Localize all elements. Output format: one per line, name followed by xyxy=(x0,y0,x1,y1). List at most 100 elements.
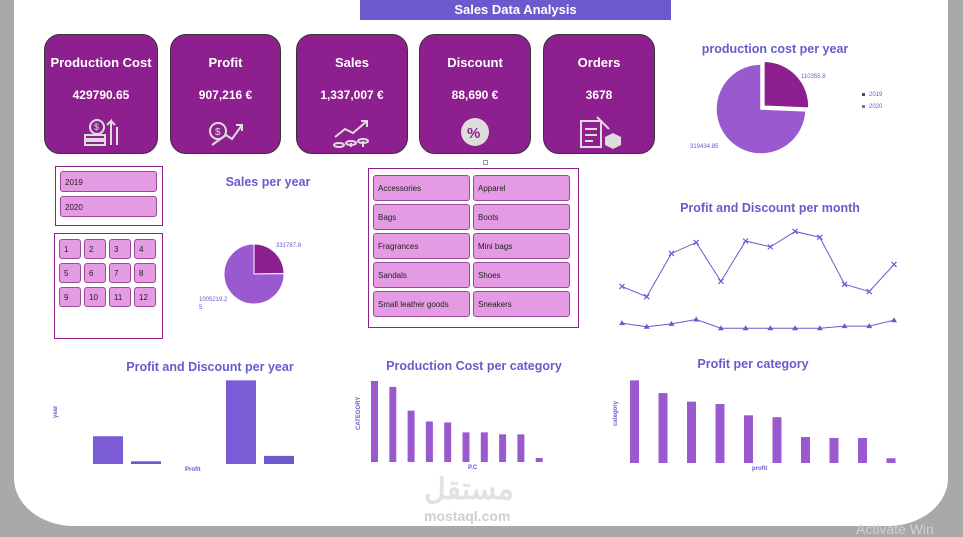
slicer-item-month[interactable]: 2 xyxy=(84,239,106,259)
line-point xyxy=(619,320,625,326)
slicer-item-month[interactable]: 12 xyxy=(134,287,156,307)
bar xyxy=(264,455,294,464)
kpi-title: Profit xyxy=(208,55,243,70)
slicer-item-month[interactable]: 7 xyxy=(109,263,131,283)
chart-title: production cost per year xyxy=(701,42,849,56)
bar xyxy=(226,380,256,464)
bar xyxy=(658,393,668,463)
legend-item-2019: 2019 xyxy=(862,92,882,98)
profit-discount-month-line xyxy=(619,228,897,331)
bar xyxy=(801,437,810,463)
page-title: Sales Data Analysis xyxy=(360,0,671,20)
bar xyxy=(772,417,782,463)
sales-year-pie xyxy=(223,243,285,305)
slicer-resize-handle[interactable] xyxy=(483,160,488,165)
pie-slice-2020 xyxy=(715,63,807,155)
percent-badge-icon: % xyxy=(461,118,489,146)
slicer-item-category[interactable]: Shoes xyxy=(473,262,570,288)
kpi-profit: Profit 907,216 € $ xyxy=(170,34,281,154)
slicer-item-month[interactable]: 9 xyxy=(59,287,81,307)
kpi-title: Sales xyxy=(335,55,369,70)
line-point xyxy=(866,323,873,329)
kpi-sales: Sales 1,337,007 € xyxy=(296,34,408,154)
pie-slice-2020 xyxy=(223,243,285,305)
kpi-value: 907,216 € xyxy=(198,88,253,102)
bar xyxy=(480,432,488,462)
line-point xyxy=(619,283,625,290)
bar xyxy=(630,380,639,463)
slicer-item-category[interactable]: Sneakers xyxy=(473,291,570,317)
line-point xyxy=(742,238,749,244)
pie-data-label: 110355.8 xyxy=(801,74,826,80)
bar xyxy=(93,436,123,464)
bar xyxy=(462,432,470,462)
chart-title: Production Cost per category xyxy=(386,359,562,373)
bar xyxy=(425,421,433,462)
slicer-item-category[interactable]: Apparel xyxy=(473,175,570,201)
pie-data-label: 331787.8 xyxy=(276,243,302,249)
bar xyxy=(829,437,839,463)
slicer-item-category[interactable]: Accessories xyxy=(373,175,470,201)
slicer-item-category[interactable]: Boots xyxy=(473,204,570,230)
line-point xyxy=(693,316,700,322)
chart-title: Sales per year xyxy=(225,175,311,189)
slicer-item-2020[interactable]: 2020 xyxy=(60,196,157,217)
slicer-item-category[interactable]: Fragrances xyxy=(373,233,470,259)
bar xyxy=(131,461,161,464)
kpi-title: Production Cost xyxy=(50,55,152,70)
prod-cost-year-pie xyxy=(715,60,810,155)
money-growth-icon: $ xyxy=(208,122,243,146)
axis-label: P.C xyxy=(468,465,478,471)
mostaql-logo-en: mostaql.com xyxy=(424,508,511,524)
kpi-title: Orders xyxy=(577,55,621,70)
line-point xyxy=(643,323,650,329)
line-point xyxy=(767,243,774,250)
line-point xyxy=(891,317,897,323)
pie-data-label: 1005219.2 5 xyxy=(199,297,228,311)
bar xyxy=(444,422,452,462)
slicer-item-2019[interactable]: 2019 xyxy=(60,171,157,192)
slicer-item-month[interactable]: 1 xyxy=(59,239,81,259)
bar xyxy=(517,434,525,462)
bar xyxy=(535,458,543,462)
bar xyxy=(858,437,867,463)
axis-label: category xyxy=(613,400,619,426)
chart-title: Profit and Discount per year xyxy=(126,360,294,374)
kpi-production-cost: Production Cost 429790.65 $ xyxy=(44,34,158,154)
chart-title: Profit and Discount per month xyxy=(680,201,860,215)
slicer-item-month[interactable]: 6 xyxy=(84,263,106,283)
activate-windows-watermark: Activate Win xyxy=(856,521,934,537)
line-point xyxy=(668,320,675,326)
bar xyxy=(744,415,753,463)
slicer-item-month[interactable]: 3 xyxy=(109,239,131,259)
line-point xyxy=(816,234,823,241)
slicer-item-category[interactable]: Bags xyxy=(373,204,470,230)
svg-text:$: $ xyxy=(94,122,99,132)
slicer-item-month[interactable]: 5 xyxy=(59,263,81,283)
line-point xyxy=(643,293,650,300)
bar xyxy=(499,434,507,462)
bar xyxy=(389,386,397,462)
slicer-item-category[interactable]: Sandals xyxy=(373,262,470,288)
kpi-value: 88,690 € xyxy=(451,88,499,102)
line-point xyxy=(841,323,848,329)
line-point xyxy=(891,261,897,268)
slicer-item-month[interactable]: 10 xyxy=(84,287,106,307)
money-stack-icon: $ xyxy=(84,118,118,146)
slicer-item-month[interactable]: 8 xyxy=(134,263,156,283)
svg-text:%: % xyxy=(467,125,480,142)
slicer-item-month[interactable]: 4 xyxy=(134,239,156,259)
profit-category-bar: profit category xyxy=(613,380,896,472)
bar xyxy=(407,410,415,462)
bar xyxy=(886,458,896,463)
slicer-item-category[interactable]: Mini bags xyxy=(473,233,570,259)
line-series-2 xyxy=(621,318,895,329)
slicer-item-category[interactable]: Small leather goods xyxy=(373,291,470,317)
kpi-value: 429790.65 xyxy=(72,88,130,102)
slicer-item-month[interactable]: 11 xyxy=(109,287,131,307)
line-point xyxy=(742,325,749,331)
mostaql-logo-ar: مستقل xyxy=(424,473,514,506)
axis-label: profit xyxy=(752,466,767,472)
bar xyxy=(687,401,696,463)
kpi-value: 1,337,007 € xyxy=(320,88,384,102)
